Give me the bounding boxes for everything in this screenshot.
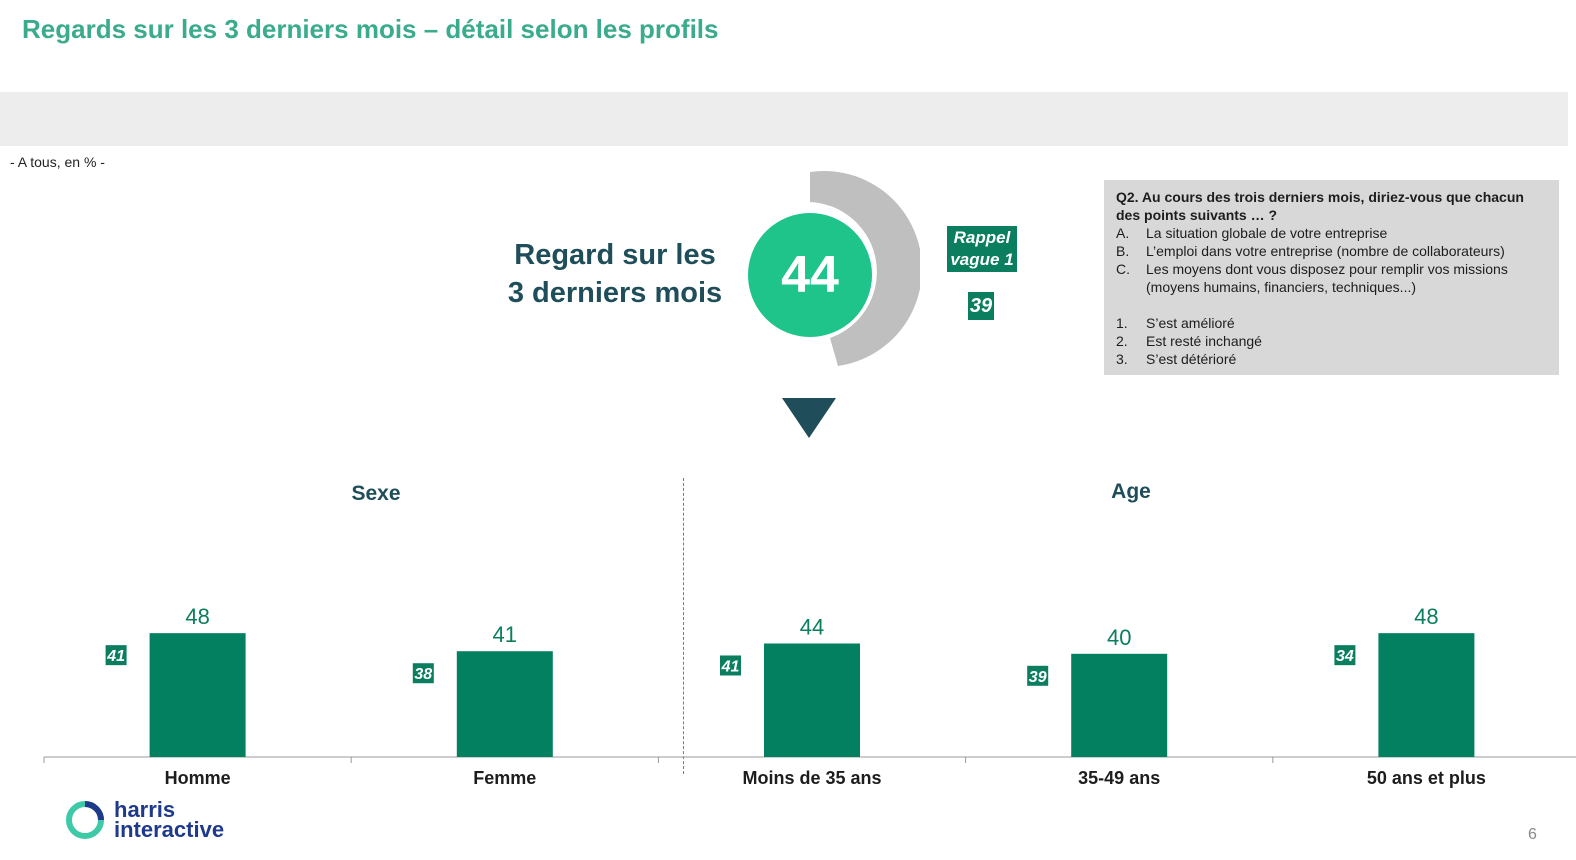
question-item: B. L’emploi dans votre entreprise (nombre… [1116, 243, 1505, 259]
rappel-badge-bg [1334, 645, 1356, 666]
bar-value-label: 48 [185, 604, 209, 629]
rappel-badge-bg [1027, 665, 1049, 686]
rappel-badge: 41 [720, 655, 741, 676]
bar-value-label: 40 [1107, 625, 1131, 650]
logo-text: harris interactive [114, 797, 225, 842]
rappel-badge-value: 41 [106, 648, 125, 665]
subtitle-band [0, 92, 1568, 146]
rappel-label-line-1: Rappel [953, 228, 1011, 247]
bar-chart: 48 41 41 38 44 41 40 39 48 34 [43, 604, 1576, 763]
score-gauge [810, 171, 920, 366]
question-title: Q2. Au cours des trois derniers mois, di… [1116, 189, 1524, 223]
bar [764, 643, 860, 757]
group-title-age: Age [1111, 480, 1151, 503]
bar [149, 633, 246, 757]
page-title: Regards sur les 3 derniers mois – détail… [22, 14, 719, 44]
logo-line-2: interactive [114, 817, 225, 842]
question-box: Q2. Au cours des trois derniers mois, di… [1104, 180, 1559, 375]
rappel-badge-bg [720, 655, 741, 676]
rappel-badge: 41 [105, 645, 127, 666]
category-label: Moins de 35 ans [742, 768, 882, 788]
page-number: 6 [1528, 826, 1537, 843]
rappel-label-line-2: vague 1 [950, 250, 1014, 269]
rappel-value: 39 [968, 292, 994, 320]
base-note: - A tous, en % - [10, 154, 105, 170]
rappel-badge-bg [105, 645, 127, 666]
answer-option: 1. S’est amélioré [1116, 315, 1235, 331]
harris-logo-icon [66, 801, 104, 839]
rappel-badge: 39 [1027, 665, 1049, 686]
headline-line-2: 3 derniers mois [507, 277, 723, 309]
group-divider [683, 478, 684, 774]
bar [1378, 633, 1475, 757]
rappel-badge-value: 41 [721, 658, 740, 675]
arrow-down-icon [782, 398, 836, 438]
rappel-badge-value: 34 [1336, 648, 1354, 665]
rappel-badge: 38 [412, 663, 434, 684]
bar [456, 651, 553, 757]
bar-value-label: 48 [1414, 604, 1438, 629]
category-label: Femme [473, 768, 537, 788]
question-item: C. Les moyens dont vous disposez pour rem… [1116, 261, 1508, 295]
headline: Regard sur les 3 derniers mois [470, 236, 760, 312]
group-title-sexe: Sexe [351, 482, 401, 505]
bar [1071, 653, 1168, 757]
rappel-badge-value: 39 [1029, 669, 1047, 686]
question-item: A. La situation globale de votre entrepri… [1116, 225, 1388, 241]
bar-value-label: 44 [800, 614, 824, 639]
rappel-badge: 34 [1334, 645, 1356, 666]
logo-line-1: harris [114, 797, 176, 822]
rappel-badge-bg [412, 663, 434, 684]
score-circle: 44 [745, 210, 875, 340]
category-label: 50 ans et plus [1366, 768, 1486, 788]
category-label: Homme [164, 768, 231, 788]
gauge-arc [810, 171, 920, 366]
rappel-badge-value: 38 [414, 666, 432, 683]
rappel-label: Rappel vague 1 [947, 226, 1017, 272]
headline-line-1: Regard sur les [514, 239, 716, 271]
answer-option: 2. Est resté inchangé [1116, 333, 1262, 349]
bar-value-label: 41 [493, 622, 517, 647]
category-label: 35-49 ans [1078, 768, 1161, 788]
answer-option: 3. S’est détérioré [1116, 351, 1237, 367]
